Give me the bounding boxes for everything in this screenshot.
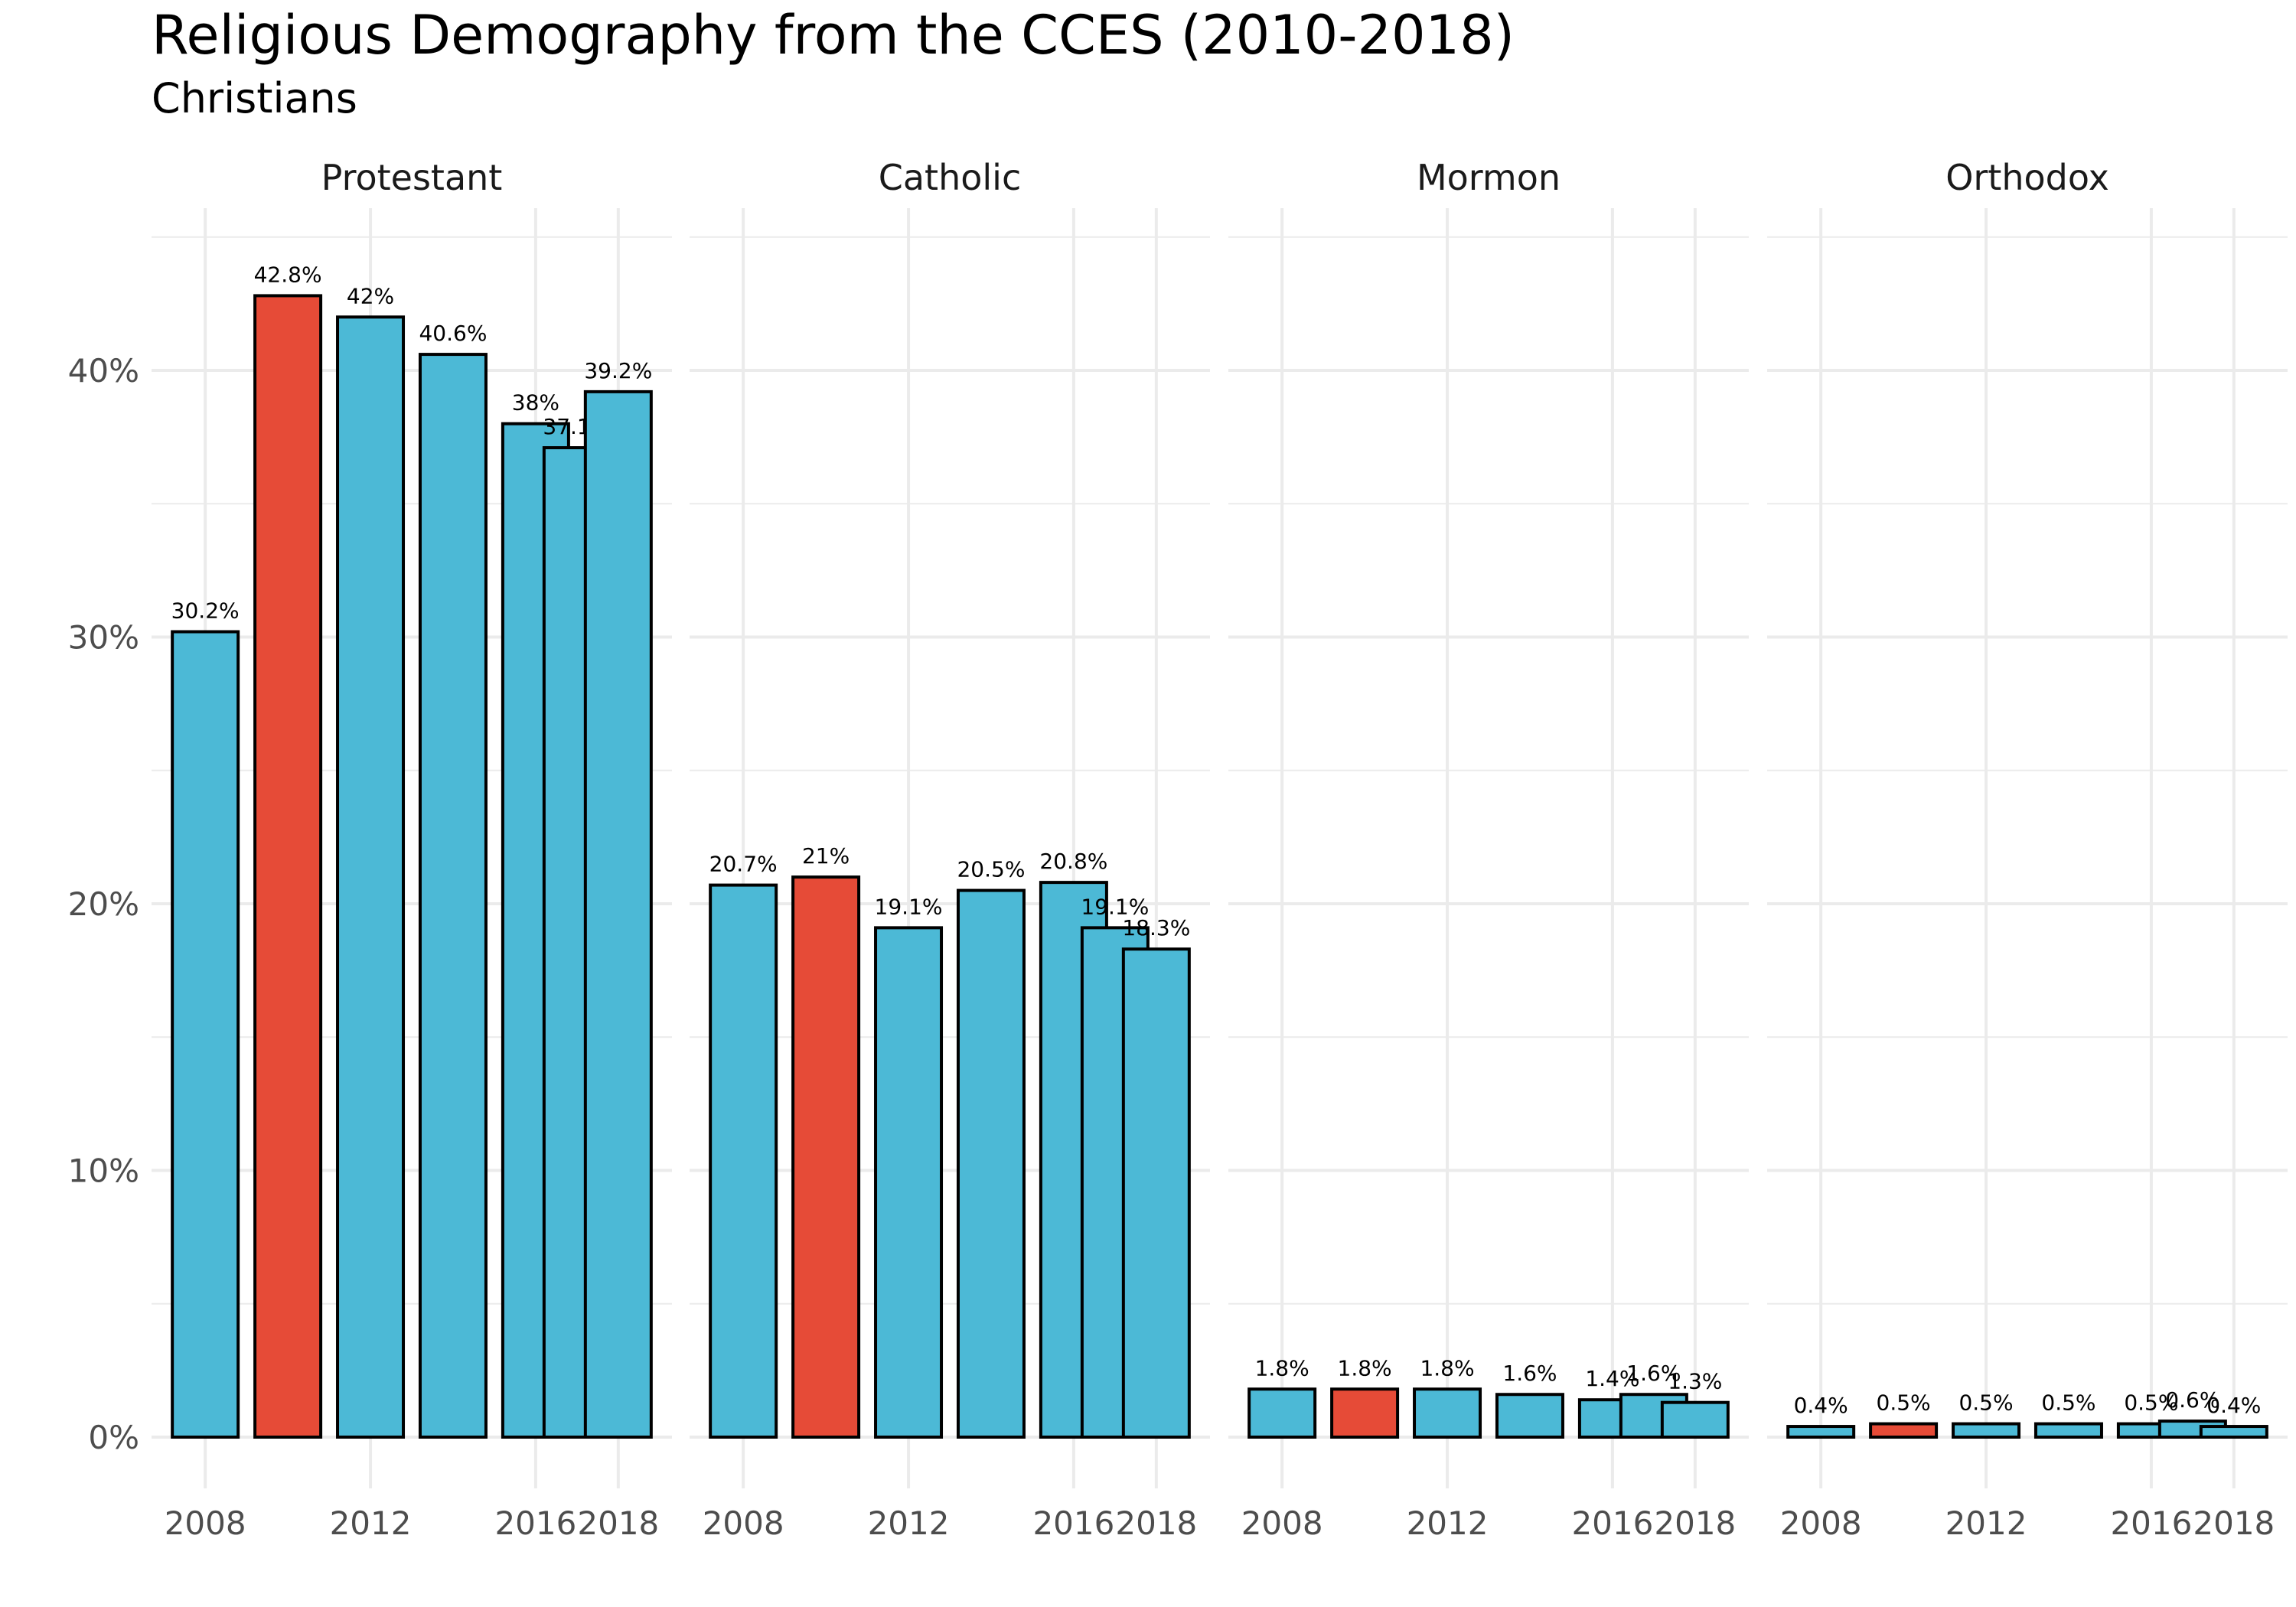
bar <box>791 875 861 1439</box>
bar <box>1495 1393 1564 1439</box>
bar-label: 39.2% <box>584 358 652 383</box>
bar-label: 1.4% <box>1585 1366 1639 1391</box>
bar <box>2199 1425 2268 1439</box>
x-tick-label: 2012 <box>330 1504 412 1542</box>
bar <box>1786 1425 1856 1439</box>
bar-label: 1.8% <box>1255 1355 1309 1380</box>
bar-label: 19.1% <box>1081 894 1149 919</box>
panel-title-orthodox: Orthodox <box>1945 157 2109 198</box>
bar-label: 1.6% <box>1626 1361 1681 1386</box>
bar <box>336 315 406 1439</box>
chart-title: Religious Demography from the CCES (2010… <box>152 4 1515 67</box>
bar-label: 0.6% <box>2165 1387 2219 1413</box>
bar <box>2033 1422 2103 1439</box>
bar <box>1330 1387 1400 1439</box>
bar-label: 20.5% <box>957 857 1025 882</box>
bar <box>1413 1387 1482 1439</box>
x-tick-label: 2018 <box>1654 1504 1736 1542</box>
bar <box>583 390 653 1439</box>
bar-label: 1.6% <box>1502 1361 1557 1386</box>
bar-label: 42.8% <box>254 262 322 287</box>
x-tick-label: 2008 <box>1241 1504 1323 1542</box>
bar-label: 19.1% <box>875 894 943 919</box>
y-tick-label: 20% <box>68 885 139 923</box>
x-tick-label: 2018 <box>577 1504 659 1542</box>
x-tick-label: 2018 <box>1115 1504 1197 1542</box>
bar <box>1869 1422 1939 1439</box>
bar-label: 0.5% <box>1877 1390 1931 1416</box>
bar <box>874 926 944 1439</box>
chart-subtitle: Christians <box>152 74 357 122</box>
bar-label: 0.4% <box>2206 1393 2261 1418</box>
bar-label: 1.8% <box>1338 1355 1392 1380</box>
y-tick-label: 40% <box>68 352 139 390</box>
x-tick-label: 2008 <box>1780 1504 1862 1542</box>
bar <box>1121 947 1191 1439</box>
bar-label: 0.5% <box>1958 1390 2013 1416</box>
bar <box>1952 1422 2021 1439</box>
x-tick-label: 2012 <box>868 1504 950 1542</box>
bar-label: 30.2% <box>171 598 240 624</box>
x-tick-label: 2018 <box>2193 1504 2275 1542</box>
panel-title-catholic: Catholic <box>879 157 1022 198</box>
bar-label: 0.4% <box>1794 1393 1848 1418</box>
bar-label: 38% <box>512 390 559 416</box>
panel-title-protestant: Protestant <box>321 157 503 198</box>
bar-label: 0.5% <box>2041 1390 2095 1416</box>
x-tick-label: 2016 <box>1032 1504 1114 1542</box>
bar <box>418 353 488 1439</box>
x-tick-label: 2016 <box>1571 1504 1653 1542</box>
bar <box>253 294 323 1439</box>
bar <box>1660 1400 1730 1439</box>
bar <box>1247 1387 1317 1439</box>
bar <box>956 888 1026 1439</box>
bar-label: 1.8% <box>1420 1355 1474 1380</box>
x-tick-label: 2008 <box>703 1504 784 1542</box>
x-tick-label: 2016 <box>494 1504 576 1542</box>
panel-title-mormon: Mormon <box>1417 157 1561 198</box>
bar <box>709 883 778 1439</box>
bar-label: 42% <box>347 283 394 308</box>
x-tick-label: 2016 <box>2110 1504 2192 1542</box>
bar-label: 18.3% <box>1122 915 1190 940</box>
x-tick-label: 2012 <box>1945 1504 2027 1542</box>
bar-label: 0.5% <box>2124 1390 2178 1416</box>
x-tick-label: 2012 <box>1407 1504 1489 1542</box>
bar-label: 40.6% <box>419 321 487 346</box>
x-tick-label: 2008 <box>165 1504 246 1542</box>
bar-label: 1.3% <box>1668 1369 1722 1394</box>
bar <box>171 630 240 1439</box>
bar-label: 20.7% <box>709 852 778 877</box>
y-tick-label: 30% <box>68 619 139 657</box>
bar-label: 20.8% <box>1039 849 1107 874</box>
y-tick-label: 10% <box>68 1152 139 1190</box>
y-tick-label: 0% <box>88 1419 139 1456</box>
bar-label: 21% <box>802 843 850 869</box>
